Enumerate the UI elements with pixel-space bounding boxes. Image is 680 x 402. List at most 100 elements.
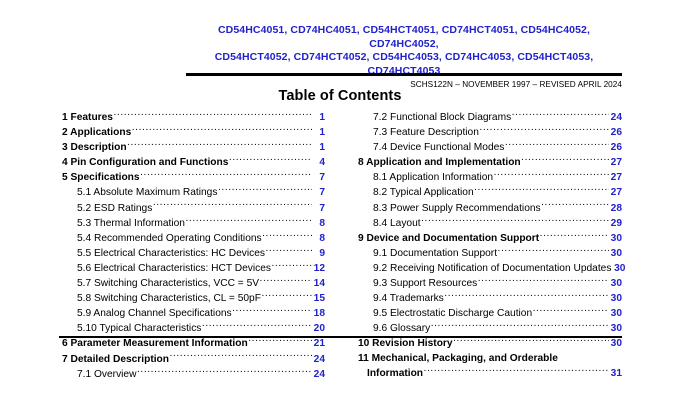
toc-page-number[interactable]: 27 [610,172,622,184]
toc-entry[interactable]: 5.1 Absolute Maximum Ratings 7 [62,185,325,200]
toc-entry[interactable]: 7.3 Feature Description 26 [358,125,622,140]
toc-entry[interactable]: 9 Device and Documentation Support 30 [358,231,622,246]
toc-page-number[interactable]: 26 [610,127,622,139]
toc-page-number[interactable]: 30 [610,323,622,335]
toc-entry[interactable]: 8.1 Application Information 27 [358,170,622,185]
toc-entry[interactable]: 9.2 Receiving Notification of Documentat… [358,261,626,276]
toc-entry[interactable]: 7.2 Functional Block Diagrams 24 [358,110,622,125]
toc-page-number[interactable]: 30 [614,262,626,274]
toc-page-number[interactable]: 21 [313,338,325,350]
toc-page-number[interactable]: 30 [610,338,622,350]
toc-entry[interactable]: 7 Detailed Description 24 [62,352,325,367]
document-header: CD54HC4051, CD74HC4051, CD54HCT4051, CD7… [186,24,622,89]
toc-entry[interactable]: 5.2 ESD Ratings 7 [62,201,325,216]
toc-entry[interactable]: 7.4 Device Functional Modes 26 [358,140,622,155]
toc-entry-label: 5.9 Analog Channel Specifications [77,308,232,320]
toc-dot-leader [170,352,312,362]
toc-entry-label: 11 Mechanical, Packaging, and Orderable [358,352,558,364]
toc-entry[interactable]: 4 Pin Configuration and Functions 4 [62,155,325,170]
toc-page-number[interactable]: 24 [610,112,622,123]
toc-dot-leader [248,336,311,346]
toc-page-number[interactable]: 18 [313,308,325,320]
toc-page-number[interactable]: 7 [319,187,325,199]
toc-entry-label: 2 Applications [62,127,132,139]
toc-dot-leader [494,170,609,180]
toc-entry[interactable]: 9.4 Trademarks 30 [358,291,622,306]
toc-entry[interactable]: 5.7 Switching Characteristics, VCC = 5V 1… [62,276,325,291]
toc-entry[interactable]: 10 Revision History 30 [358,336,622,351]
toc-page-number[interactable]: 30 [610,308,622,320]
toc-page-number[interactable]: 1 [319,127,325,139]
toc-entry-label: 9.4 Trademarks [373,293,444,305]
toc-dot-leader [272,261,312,271]
toc-page-number[interactable]: 30 [610,232,622,244]
toc-entry[interactable]: 9.3 Support Resources 30 [358,276,622,291]
toc-entry[interactable]: 5.10 Typical Characteristics 20 [62,321,325,336]
toc-page-number[interactable]: 9 [319,247,325,259]
toc-entry[interactable]: 8.4 Layout 29 [358,216,622,231]
toc-page-number[interactable]: 30 [610,278,622,290]
toc-entry[interactable]: 9.5 Electrostatic Discharge Caution 30 [358,306,622,321]
toc-entry-label: 9.3 Support Resources [373,278,478,290]
toc-page-number[interactable]: 31 [610,367,622,379]
toc-entry-label: 9.6 Glossary [373,323,431,335]
toc-dot-leader [521,155,608,165]
toc-entry-label: 9.2 Receiving Notification of Documentat… [373,262,612,274]
toc-entry[interactable]: 2 Applications 1 [62,125,325,140]
toc-page-number[interactable]: 24 [313,368,325,380]
toc-page-number[interactable]: 20 [313,323,325,335]
toc-page-number[interactable]: 4 [319,157,325,169]
toc-page-number[interactable]: 30 [610,293,622,305]
toc-page-number[interactable]: 29 [610,217,622,229]
toc-entry[interactable]: 8.3 Power Supply Recommendations 28 [358,201,622,216]
toc-entry[interactable]: 5.3 Thermal Information 8 [62,216,325,231]
toc-entry[interactable]: 5.8 Switching Characteristics, CL = 50pF… [62,291,325,306]
toc-entry-label: 8.1 Application Information [373,172,494,184]
toc-page-number[interactable]: 24 [313,353,325,365]
footer-divider-rule [59,336,622,338]
toc-entry[interactable]: 3 Description 1 [62,140,325,155]
toc-page-number[interactable]: 8 [319,217,325,229]
toc-page-number[interactable]: 30 [610,247,622,259]
toc-page-number[interactable]: 12 [313,262,325,274]
toc-entry[interactable]: 5.4 Recommended Operating Conditions 8 [62,231,325,246]
toc-entry[interactable]: 8 Application and Implementation 27 [358,155,622,170]
toc-page-number[interactable]: 27 [610,157,622,169]
toc-dot-leader [505,140,609,150]
toc-page-number[interactable]: 15 [313,293,325,305]
toc-entry-label-text: Information [367,367,424,379]
toc-entry-label: 3 Description [62,142,127,154]
toc-page-number[interactable]: 28 [610,202,622,214]
toc-page-number[interactable]: 14 [313,278,325,290]
toc-entry[interactable]: 5 Specifications 7 [62,170,325,185]
toc-page-number[interactable]: 1 [319,142,325,154]
toc-entry[interactable]: 7.1 Overview 24 [62,367,325,382]
toc-entry-label: 7.4 Device Functional Modes [373,142,505,154]
toc-page-number[interactable]: 1 [319,112,325,123]
toc-entry[interactable]: 8.2 Typical Application 27 [358,185,622,200]
toc-entry-label: 1 Features [62,112,113,123]
toc-entry-label: 5.1 Absolute Maximum Ratings [77,187,218,199]
toc-page-number[interactable]: 8 [319,232,325,244]
toc-entry-label: 8.4 Layout [373,217,421,229]
toc-entry-label: 8 Application and Implementation [358,157,521,169]
toc-page-number[interactable]: 7 [319,172,325,184]
toc-entry[interactable]: 9.1 Documentation Support 30 [358,246,622,261]
toc-page-number[interactable]: 7 [319,202,325,214]
toc-entry[interactable]: 5.5 Electrical Characteristics: HC Devic… [62,246,325,261]
toc-entry[interactable]: 1 Features 1 [62,110,325,125]
toc-entry[interactable]: 6 Parameter Measurement Information 21 [62,336,325,351]
toc-page-number[interactable]: 27 [610,187,622,199]
toc-dot-leader [261,291,311,301]
toc-entry-label: 5.7 Switching Characteristics, VCC = 5V [77,278,260,290]
toc-dot-leader [431,321,609,331]
toc-entry[interactable]: 11 Mechanical, Packaging, and Orderable I… [358,352,622,381]
toc-dot-leader [512,110,609,120]
toc-entry[interactable]: 5.6 Electrical Characteristics: HCT Devi… [62,261,325,276]
toc-dot-leader [132,125,312,135]
toc-entry[interactable]: 5.9 Analog Channel Specifications 18 [62,306,325,321]
toc-entry[interactable]: 9.6 Glossary 30 [358,321,622,336]
toc-dot-leader [478,276,609,286]
toc-dot-leader [127,140,311,150]
toc-page-number[interactable]: 26 [610,142,622,154]
